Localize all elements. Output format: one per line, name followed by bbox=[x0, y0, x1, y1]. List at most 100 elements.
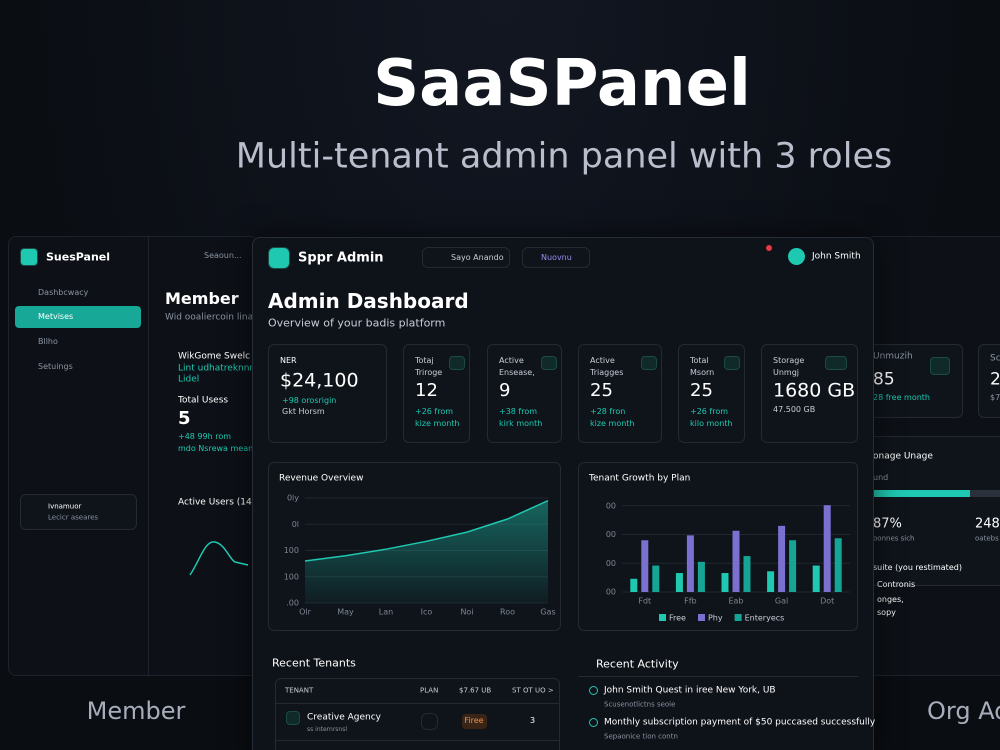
usage-pct: 248 bbox=[975, 516, 1000, 532]
stat-label: Active bbox=[590, 356, 615, 365]
bar bbox=[675, 573, 683, 592]
area-line bbox=[304, 499, 549, 562]
stat-change: +38 from bbox=[499, 407, 538, 416]
stat-icon bbox=[541, 356, 557, 370]
legend-label: Enteryecs bbox=[745, 614, 785, 623]
bar bbox=[823, 505, 831, 592]
welcome: Lint udhatreknnny bbox=[178, 363, 261, 374]
pill-text: Nuovnu bbox=[541, 253, 572, 262]
bar bbox=[743, 556, 751, 592]
brand: SuesPanel bbox=[46, 250, 111, 264]
stat-label: Storage bbox=[773, 356, 805, 365]
nav-item: Setuings bbox=[38, 362, 73, 371]
plan-badge bbox=[462, 714, 487, 729]
tenant-count: 3 bbox=[530, 716, 536, 725]
column-header: TENANT bbox=[285, 686, 314, 695]
nav-item: Dashbcwacy bbox=[38, 288, 89, 297]
stat-icon bbox=[641, 356, 657, 370]
bar bbox=[697, 561, 705, 592]
footer-card bbox=[20, 494, 137, 530]
chart-title: Tenant Growth by Plan bbox=[589, 473, 691, 484]
usage-title: onage Unage bbox=[873, 451, 933, 462]
bar bbox=[630, 578, 638, 592]
y-tick-label: 100 bbox=[284, 546, 299, 555]
stat-icon bbox=[724, 356, 740, 370]
divider bbox=[148, 236, 149, 676]
y-tick-label: 0ly bbox=[287, 494, 299, 503]
stat-change: kize month bbox=[415, 419, 460, 428]
dashboard-subtitle: Overview of your badis platform bbox=[268, 316, 446, 330]
stat-change: 28 free month bbox=[873, 393, 931, 402]
page-subtitle: Multi-tenant admin panel with 3 roles bbox=[235, 136, 893, 177]
stat-change: +26 from bbox=[415, 407, 454, 416]
column-header: ST OT UO > bbox=[512, 686, 554, 695]
decorative-line bbox=[189, 541, 249, 576]
legend-swatch bbox=[697, 614, 705, 621]
stat-label: Sc bbox=[990, 353, 1000, 364]
x-tick-label: Ico bbox=[421, 608, 433, 617]
x-tick-label: Eab bbox=[728, 597, 743, 606]
x-tick-label: Olr bbox=[299, 608, 312, 617]
growth-card bbox=[578, 462, 858, 631]
stat-label: Total bbox=[690, 356, 709, 365]
y-tick-label: 00 bbox=[606, 559, 616, 568]
pill-text: Sayo Anando bbox=[451, 253, 504, 262]
nav-item: Bllho bbox=[38, 337, 58, 346]
list-item: Contronis bbox=[877, 580, 916, 589]
stat-change: +28 fron bbox=[590, 407, 626, 416]
x-tick-label: Gas bbox=[540, 608, 555, 617]
notification-dot bbox=[766, 245, 772, 251]
stat-value: 25 bbox=[690, 380, 713, 401]
stat-value: 12 bbox=[415, 380, 438, 401]
x-tick-label: Noi bbox=[460, 608, 473, 617]
stat-change: kirk month bbox=[499, 419, 543, 428]
nav-active[interactable] bbox=[15, 306, 141, 328]
stat-value: 25 bbox=[590, 380, 613, 401]
column-header: $7.67 UB bbox=[459, 686, 492, 695]
y-tick-label: 0l bbox=[292, 520, 299, 529]
activity-text: John Smith Quest in iree New York, UB bbox=[604, 685, 776, 696]
chart-title: Active Users (14uh bbox=[178, 497, 264, 508]
usage-note: suite (you restimated) bbox=[873, 563, 962, 572]
pill-tenant[interactable] bbox=[422, 247, 510, 268]
list-item: onges, bbox=[877, 595, 904, 604]
area-fill bbox=[305, 500, 548, 603]
pill-role[interactable] bbox=[522, 247, 590, 268]
progress-track bbox=[970, 490, 1000, 497]
tenant-badge-icon bbox=[421, 713, 438, 730]
logo bbox=[268, 247, 290, 269]
welcome: Lidel bbox=[178, 374, 200, 385]
bar bbox=[812, 565, 820, 592]
caption: Org Ad bbox=[927, 697, 1000, 725]
stat-label: Active bbox=[499, 356, 524, 365]
stat-label: Totaj bbox=[415, 356, 434, 365]
logo bbox=[20, 248, 38, 266]
stat-value: 9 bbox=[499, 380, 511, 401]
usage-note: oonnes sich bbox=[873, 534, 915, 543]
stat-label: Triroge bbox=[415, 368, 443, 377]
page-heading: Member bbox=[165, 289, 239, 308]
stat-note: Gkt Horsm bbox=[282, 407, 325, 416]
section-title: Recent Tenants bbox=[272, 656, 356, 670]
bar bbox=[767, 571, 775, 592]
usage-sub: und bbox=[873, 473, 889, 482]
page-title: SaaSPanel bbox=[373, 47, 751, 121]
activity-dot bbox=[589, 718, 598, 727]
x-tick-label: Gal bbox=[775, 597, 788, 606]
list-item: sopy bbox=[877, 608, 896, 617]
legend-label: Free bbox=[669, 614, 686, 623]
page-subheading: Wid ooaliercoin linawi bbox=[165, 312, 263, 323]
x-tick-label: Roo bbox=[500, 608, 515, 617]
stat-label: Ensease, bbox=[499, 368, 535, 377]
stat-label: Unmuzih bbox=[873, 351, 913, 362]
stat-label: NER bbox=[280, 356, 297, 365]
welcome: WikGome Swelc bbox=[178, 351, 251, 362]
bar bbox=[789, 540, 797, 592]
tenant-name: Creative Agency bbox=[307, 712, 381, 723]
stat-card bbox=[268, 344, 387, 443]
dashboard-title: Admin Dashboard bbox=[268, 289, 469, 313]
stat-value: 1680 GB bbox=[773, 379, 856, 402]
x-tick-label: Lan bbox=[379, 608, 393, 617]
activity-sub: Sepaonice tion contn bbox=[604, 732, 678, 741]
